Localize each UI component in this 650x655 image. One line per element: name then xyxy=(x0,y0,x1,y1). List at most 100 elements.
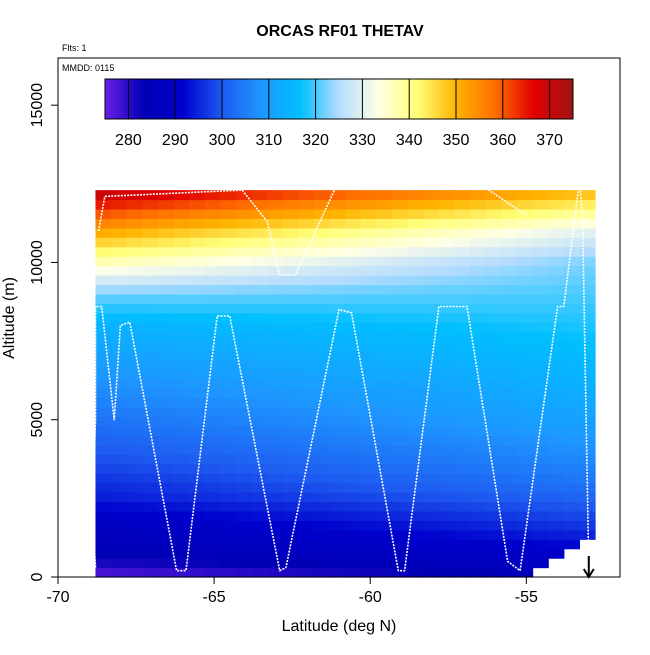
heatmap-cell xyxy=(95,265,112,276)
heatmap-cell xyxy=(298,331,315,342)
heatmap-cell xyxy=(220,256,237,267)
heatmap-cell xyxy=(548,548,565,559)
heatmap-cell xyxy=(204,558,221,569)
heatmap-cell xyxy=(298,293,315,304)
heatmap-cell xyxy=(470,435,487,446)
heatmap-cell xyxy=(516,303,534,314)
heatmap-cell xyxy=(267,463,284,474)
heatmap-cell xyxy=(470,416,487,427)
heatmap-cell xyxy=(423,256,440,267)
heatmap-cell xyxy=(392,416,409,427)
heatmap-cell xyxy=(579,208,596,220)
heatmap-cell xyxy=(173,558,190,569)
heatmap-cell xyxy=(579,246,596,257)
heatmap-cell xyxy=(532,265,549,276)
heatmap-cell xyxy=(251,246,268,257)
heatmap-cell xyxy=(516,444,534,455)
heatmap-cell xyxy=(438,520,456,531)
heatmap-cell xyxy=(111,322,128,333)
heatmap-cell xyxy=(329,473,346,484)
heatmap-cell xyxy=(204,190,221,201)
heatmap-cell xyxy=(360,284,378,295)
heatmap-cell xyxy=(470,312,487,323)
heatmap-cell xyxy=(563,199,581,210)
heatmap-cell xyxy=(189,218,206,229)
heatmap-cell xyxy=(501,312,518,323)
heatmap-cell xyxy=(563,388,581,399)
heatmap-cell xyxy=(423,312,440,323)
heatmap-cell xyxy=(438,218,456,229)
heatmap-cell xyxy=(142,567,159,578)
heatmap-cell xyxy=(95,473,112,484)
heatmap-cell xyxy=(470,237,487,248)
heatmap-cell xyxy=(220,463,237,474)
heatmap-cell xyxy=(298,237,315,248)
heatmap-cell xyxy=(376,208,393,220)
heatmap-cell xyxy=(220,218,237,229)
heatmap-cell xyxy=(111,397,128,408)
heatmap-cell xyxy=(282,237,300,248)
heatmap-cell xyxy=(579,284,596,295)
heatmap-cell xyxy=(407,567,424,578)
heatmap-cell xyxy=(111,539,128,550)
heatmap-cell xyxy=(111,407,128,418)
heatmap-cell xyxy=(204,397,221,408)
heatmap-cell xyxy=(251,208,268,220)
heatmap-cell xyxy=(235,473,253,484)
heatmap-cell xyxy=(516,246,534,257)
heatmap-cell xyxy=(126,520,143,531)
heatmap-cell xyxy=(516,454,534,465)
heatmap-cell xyxy=(142,369,159,380)
heatmap-cell xyxy=(329,501,346,512)
heatmap-cell xyxy=(95,397,112,408)
heatmap-cell xyxy=(189,265,206,276)
heatmap-cell xyxy=(360,435,378,446)
heatmap-cell xyxy=(298,256,315,267)
heatmap-cell xyxy=(329,482,346,493)
heatmap-cell xyxy=(267,322,284,333)
heatmap-cell xyxy=(235,246,253,257)
heatmap-cell xyxy=(501,265,518,276)
heatmap-cell xyxy=(454,312,471,323)
heatmap-cell xyxy=(516,341,534,352)
heatmap-cell xyxy=(579,501,596,512)
heatmap-cell xyxy=(438,426,456,437)
heatmap-cell xyxy=(126,378,143,389)
heatmap-cell xyxy=(173,397,190,408)
heatmap-cell xyxy=(251,265,268,276)
heatmap-cell xyxy=(548,407,565,418)
heatmap-cell xyxy=(95,435,112,446)
heatmap-cell xyxy=(204,473,221,484)
heatmap-cell xyxy=(501,359,518,370)
heatmap-cell xyxy=(470,208,487,220)
heatmap-cell xyxy=(548,341,565,352)
heatmap-cell xyxy=(111,227,128,238)
heatmap-cell xyxy=(360,350,378,361)
heatmap-cell xyxy=(532,303,549,314)
heatmap-cell xyxy=(360,218,378,229)
heatmap-cell xyxy=(126,426,143,437)
heatmap-cell xyxy=(470,218,487,229)
heatmap-cell xyxy=(485,218,502,229)
heatmap-cell xyxy=(438,548,456,559)
heatmap-cell xyxy=(314,482,331,493)
heatmap-cell xyxy=(298,218,315,229)
heatmap-cell xyxy=(204,407,221,418)
heatmap-cell xyxy=(314,539,331,550)
heatmap-cell xyxy=(438,275,456,286)
heatmap-cell xyxy=(454,359,471,370)
heatmap-cell xyxy=(204,501,221,512)
heatmap-cell xyxy=(267,416,284,427)
heatmap-cell xyxy=(267,567,284,578)
heatmap-cell xyxy=(142,199,159,210)
heatmap-cell xyxy=(298,463,315,474)
heatmap-cell xyxy=(111,492,128,503)
colorbar-tick-label: 310 xyxy=(255,132,282,149)
heatmap-cell xyxy=(267,341,284,352)
heatmap-cell xyxy=(142,510,159,521)
heatmap-cell xyxy=(220,246,237,257)
heatmap-cell xyxy=(579,397,596,408)
heatmap-cell xyxy=(501,444,518,455)
heatmap-cell xyxy=(532,492,549,503)
heatmap-cell xyxy=(345,520,362,531)
